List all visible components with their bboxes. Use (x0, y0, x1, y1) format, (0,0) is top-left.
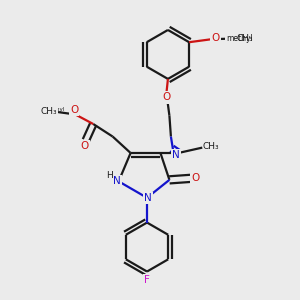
Text: CH₃: CH₃ (236, 34, 253, 43)
Text: O: O (192, 173, 200, 183)
Text: N: N (144, 193, 152, 203)
Text: O: O (212, 33, 220, 43)
Text: O: O (80, 141, 88, 152)
Text: O: O (162, 92, 170, 102)
Text: methyl: methyl (45, 107, 65, 112)
Text: N: N (113, 176, 121, 186)
Text: O: O (70, 105, 78, 115)
Text: H: H (106, 172, 112, 181)
Text: CH₃: CH₃ (40, 107, 57, 116)
Text: N: N (172, 150, 180, 160)
Text: F: F (144, 275, 150, 285)
Text: methyl: methyl (226, 34, 253, 43)
Text: CH₃: CH₃ (203, 142, 220, 151)
